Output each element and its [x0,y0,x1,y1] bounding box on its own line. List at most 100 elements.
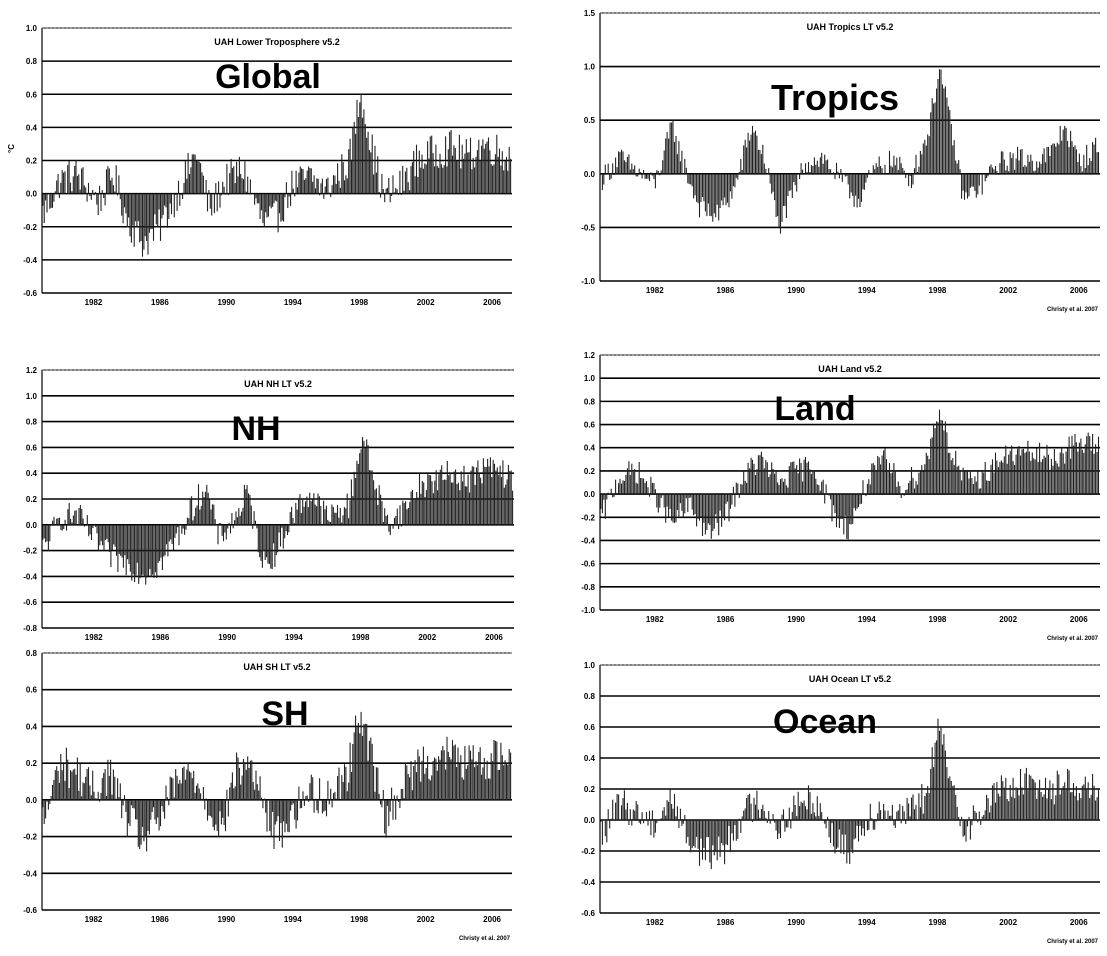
y-tick-label: 0.0 [26,796,38,805]
x-tick-label: 1990 [787,615,805,624]
x-tick-label: 1998 [352,633,370,642]
bar-series [600,718,1100,870]
x-tick-label: 2002 [999,615,1017,624]
x-tick-label: 2002 [418,633,436,642]
x-tick-label: 1986 [717,615,735,624]
y-tick-label: -0.6 [581,909,595,918]
x-tick-label: 1994 [858,286,876,295]
chart-land: -1.0 -0.8 -0.6 -0.4 -0.2 0.0 0.2 0.4 0.6 0.8 1.0 1.… [581,351,1100,642]
y-tick-label: -0.2 [23,547,37,556]
y-tick-label: 1.5 [584,9,596,18]
x-tick-label: 1998 [350,298,368,307]
y-tick-label: 0.4 [26,469,38,478]
y-tick-label: -1.0 [581,277,595,286]
x-tick-label: 1982 [646,918,664,927]
x-tick-label: 1994 [285,633,303,642]
x-tick-label: 1986 [152,633,170,642]
y-tick-label: 0.5 [584,116,596,125]
x-tick-label: 2002 [417,915,435,924]
x-tick-label: 2006 [483,915,501,924]
x-tick-label: 1982 [646,615,664,624]
chart-global: -0.6 -0.4 -0.2 0.0 0.2 0.4 0.6 0.8 1.0 1982 1986 19… [7,24,512,307]
y-tick-label: 0.8 [26,418,38,427]
y-tick-label: 0.0 [26,190,38,199]
x-tick-label: 1990 [217,915,235,924]
y-tick-label: 0.0 [584,816,596,825]
y-tick-label: 0.6 [26,443,38,452]
y-tick-label: 1.2 [26,366,38,375]
y-tick-label: -0.6 [23,598,37,607]
y-tick-label: -0.4 [581,878,595,887]
credit-text: Christy et al. 2007 [1047,636,1099,642]
bar-series [600,409,1100,540]
x-tick-label: 1982 [85,298,103,307]
y-tick-label: -0.6 [23,289,37,298]
region-label: Global [215,58,321,96]
x-tick-label: 1986 [151,915,169,924]
y-tick-label: 0.0 [584,170,596,179]
y-tick-label: -1.0 [581,606,595,615]
x-tick-label: 1982 [85,633,103,642]
chart-ocean: -0.6 -0.4 -0.2 0.0 0.2 0.4 0.6 0.8 1.0 1982 1986 19… [581,661,1100,945]
x-tick-label: 1998 [350,915,368,924]
x-tick-label: 1990 [787,918,805,927]
region-label: Ocean [773,703,877,741]
bar-series [42,437,514,585]
y-tick-label: 1.0 [26,392,38,401]
y-tick-label: 0.8 [584,397,596,406]
x-tick-label: 1990 [787,286,805,295]
credit-text: Christy et al. 2007 [1047,307,1099,313]
y-tick-label: -0.2 [23,833,37,842]
bar-series [600,69,1100,234]
y-tick-label: 1.0 [584,374,596,383]
y-tick-label: -0.4 [23,869,37,878]
y-tick-label: 0.2 [26,157,38,166]
x-tick-label: 1990 [218,633,236,642]
bar-series [42,94,512,257]
bar-series [42,711,512,852]
x-tick-label: 1994 [858,615,876,624]
y-tick-label: 0.2 [584,467,596,476]
y-tick-label: 1.0 [584,661,596,670]
y-tick-label: 0.6 [584,421,596,430]
x-tick-label: 2002 [999,286,1017,295]
x-tick-label: 2006 [485,633,503,642]
y-tick-label: -0.2 [581,513,595,522]
y-tick-label: 1.2 [584,351,596,360]
y-tick-label: 0.2 [26,495,38,504]
y-tick-label: 0.8 [26,649,38,658]
x-tick-label: 2002 [999,918,1017,927]
chart-nh: -0.8 -0.6 -0.4 -0.2 0.0 0.2 0.4 0.6 0.8 1.0 1.2 198… [23,366,514,642]
y-axis-label: °C [7,144,16,153]
x-tick-label: 2002 [417,298,435,307]
chart-title: UAH SH LT v5.2 [243,662,310,672]
y-tick-label: -0.2 [581,847,595,856]
y-tick-label: 0.6 [584,723,596,732]
x-tick-label: 1994 [284,298,302,307]
x-tick-label: 1982 [85,915,103,924]
x-tick-label: 1986 [717,286,735,295]
x-tick-label: 1998 [929,286,947,295]
y-tick-label: 0.4 [584,754,596,763]
region-label: Tropics [771,77,899,118]
y-tick-label: 0.0 [584,490,596,499]
chart-title: UAH Tropics LT v5.2 [807,22,894,32]
region-label: Land [774,390,855,428]
y-tick-label: -0.4 [23,572,37,581]
y-tick-label: 0.8 [26,57,38,66]
chart-title: UAH NH LT v5.2 [244,379,312,389]
y-tick-label: -0.4 [23,256,37,265]
chart-tropics: -1.0 -0.5 0.0 0.5 1.0 1.5 1982 1986 1990 1994 1998… [581,9,1100,313]
x-tick-label: 1998 [929,615,947,624]
y-tick-label: -0.8 [23,624,37,633]
y-tick-label: 0.6 [26,686,38,695]
x-tick-label: 1986 [717,918,735,927]
x-tick-label: 1994 [284,915,302,924]
credit-text: Christy et al. 2007 [1047,939,1099,945]
x-tick-label: 2006 [483,298,501,307]
credit-text: Christy et al. 2007 [459,936,511,942]
y-tick-label: 0.6 [26,90,38,99]
y-tick-label: 0.4 [26,722,38,731]
y-tick-label: -0.2 [23,223,37,232]
